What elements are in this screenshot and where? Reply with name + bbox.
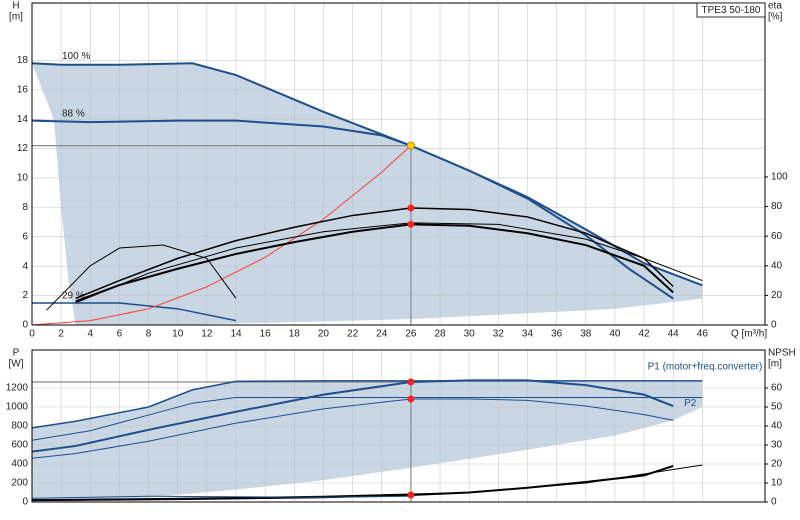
y2-axis-label: eta	[768, 1, 782, 12]
y-tick-label: 8	[22, 202, 28, 213]
x-tick-label: 20	[318, 329, 330, 340]
duty-point	[407, 395, 415, 403]
operating-area	[32, 380, 703, 502]
y2-tick-label: 40	[771, 421, 783, 432]
curve	[31, 380, 703, 429]
y2-tick-label: 10	[771, 478, 783, 489]
x-tick-label: 12	[201, 329, 213, 340]
y-tick-label: 2	[22, 290, 28, 301]
x-tick-label: 38	[580, 329, 592, 340]
curve-label: P2	[684, 398, 697, 409]
y-tick-label: 600	[11, 440, 28, 451]
y2-tick-label: 40	[771, 260, 783, 271]
x-tick-label: 32	[493, 329, 505, 340]
y2-tick-label: 20	[771, 290, 783, 301]
y2-axis-label: NPSH	[768, 348, 796, 359]
y-tick-label: 400	[11, 459, 28, 470]
x-tick-label: 14	[230, 329, 242, 340]
x-tick-label: 16	[260, 329, 272, 340]
y-tick-label: 800	[11, 421, 28, 432]
y-tick-label: 1000	[6, 402, 29, 413]
y2-tick-label: 20	[771, 459, 783, 470]
y-tick-label: 12	[17, 143, 29, 154]
y-tick-label: 18	[17, 55, 29, 66]
x-tick-label: 8	[146, 329, 152, 340]
x-tick-label: 36	[551, 329, 563, 340]
x-tick-label: 2	[58, 329, 64, 340]
x-tick-label: 44	[668, 329, 680, 340]
y2-tick-label: 60	[771, 383, 783, 394]
y-tick-label: 200	[11, 478, 28, 489]
y-tick-label: 0	[22, 320, 28, 331]
curve-label: P1 (motor+freq.converter)	[648, 362, 763, 373]
chart-title: TPE3 50-180	[702, 5, 761, 16]
curve	[31, 119, 674, 300]
curve-label: 88 %	[62, 108, 85, 119]
x-tick-label: 28	[434, 329, 446, 340]
x-tick-label: 22	[347, 329, 359, 340]
curve	[46, 244, 237, 311]
y-axis-unit: [m]	[9, 12, 23, 23]
x-tick-label: 40	[609, 329, 621, 340]
title-box	[696, 2, 766, 18]
x-tick-label: 6	[117, 329, 123, 340]
x-tick-label: 26	[405, 329, 417, 340]
y-axis-unit: [W]	[9, 359, 24, 370]
curve	[31, 397, 703, 441]
y-tick-label: 6	[22, 231, 28, 242]
x-tick-label: 24	[376, 329, 388, 340]
x-tick-label: 4	[88, 329, 94, 340]
y2-tick-label: 0	[771, 320, 777, 331]
curve	[31, 145, 412, 326]
curve-label: 100 %	[62, 51, 90, 62]
y-tick-label: 10	[17, 173, 29, 184]
y-tick-label: 1200	[6, 383, 29, 394]
curve	[31, 464, 703, 501]
y-axis-label: H	[12, 1, 19, 12]
y-axis-label: P	[13, 348, 20, 359]
operating-area	[32, 63, 703, 325]
x-tick-label: 0	[29, 329, 35, 340]
curve	[32, 302, 237, 322]
y2-tick-label: 60	[771, 231, 783, 242]
x-tick-label: 42	[638, 329, 650, 340]
x-tick-label: 18	[289, 329, 301, 340]
curve	[31, 62, 703, 287]
duty-point	[407, 491, 415, 499]
y2-tick-label: 100	[771, 172, 788, 183]
x-axis-label: Q [m³/h]	[731, 329, 767, 340]
curve	[31, 495, 411, 499]
y2-tick-label: 80	[771, 201, 783, 212]
y2-axis-unit: [m]	[768, 359, 782, 370]
y-tick-label: 0	[22, 497, 28, 508]
curve	[75, 223, 674, 303]
x-tick-label: 30	[464, 329, 476, 340]
curve-label: 29 %	[62, 291, 85, 302]
duty-point	[407, 378, 415, 386]
y2-tick-label: 0	[771, 497, 777, 508]
y2-tick-label: 30	[771, 440, 783, 451]
y2-axis-unit: [%]	[768, 12, 783, 23]
duty-point	[406, 141, 415, 150]
y-tick-label: 16	[17, 84, 29, 95]
duty-point	[407, 204, 415, 212]
y2-tick-label: 50	[771, 402, 783, 413]
y-tick-label: 14	[17, 114, 29, 125]
x-tick-label: 10	[172, 329, 184, 340]
plot-border	[31, 2, 766, 326]
y-tick-label: 4	[22, 261, 28, 272]
x-tick-label: 34	[522, 329, 534, 340]
x-tick-label: 46	[697, 329, 709, 340]
curve	[75, 207, 674, 300]
duty-point	[407, 220, 415, 228]
